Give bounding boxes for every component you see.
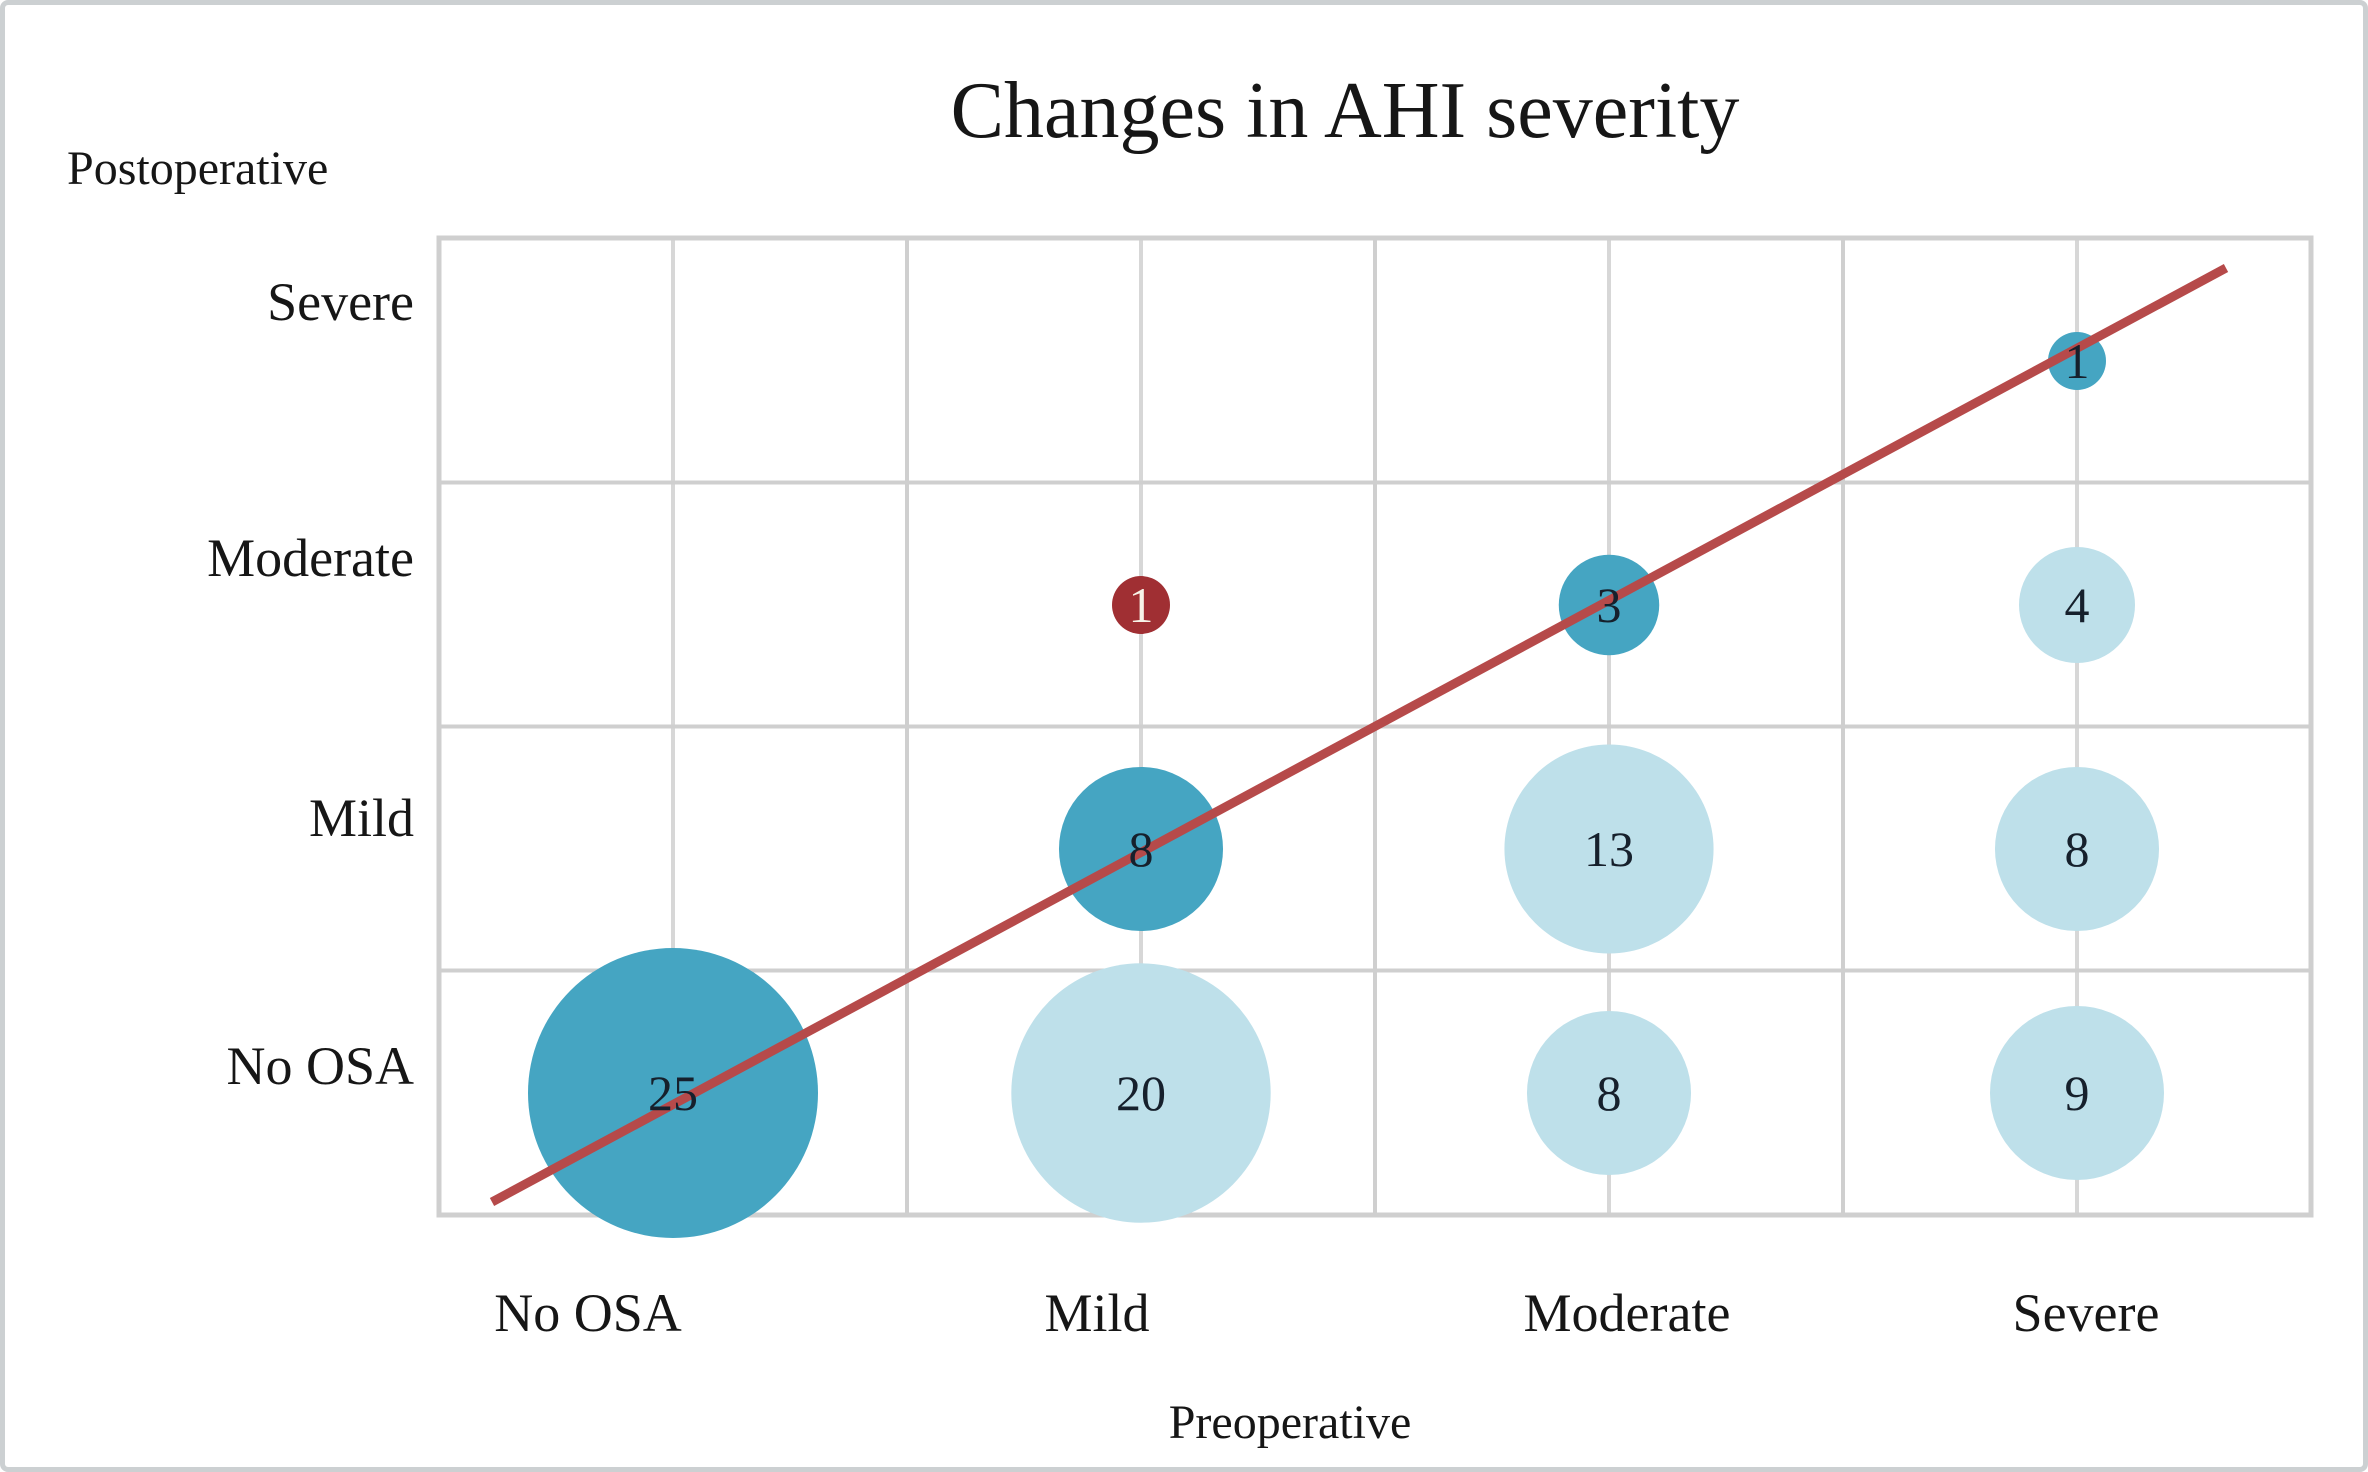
- bubble-value-label: 3: [1597, 577, 1622, 633]
- x-axis-title: Preoperative: [1168, 1396, 1412, 1449]
- y-tick-severe: Severe: [267, 272, 414, 332]
- bubble-mild-to-moderate: [1112, 576, 1170, 634]
- bubble-moderate-to-no-osa: [1526, 1010, 1692, 1176]
- bubble-value-label: 13: [1584, 821, 1634, 877]
- y-tick-no-osa: No OSA: [226, 1036, 414, 1096]
- bubble-value-label: 8: [2065, 821, 2090, 877]
- y-tick-mild: Mild: [309, 788, 414, 848]
- x-tick-severe: Severe: [2013, 1283, 2160, 1343]
- bubble-value-label: 25: [648, 1065, 698, 1121]
- bubble-value-label: 4: [2065, 577, 2090, 633]
- x-tick-mild: Mild: [1044, 1283, 1149, 1343]
- bubble-mild-to-no-osa: [1011, 963, 1271, 1223]
- y-tick-moderate: Moderate: [207, 528, 414, 588]
- x-tick-moderate: Moderate: [1524, 1283, 1731, 1343]
- bubble-severe-to-severe: [2048, 332, 2106, 390]
- bubble-value-label: 8: [1597, 1065, 1622, 1121]
- identity-line: [489, 264, 2229, 1206]
- bubble-severe-to-moderate: [2019, 547, 2135, 663]
- plot-border: [436, 235, 2314, 1218]
- bubble-value-label: 1: [2065, 333, 2090, 389]
- bubble-chart: 25 20 8 1 8 13 3 9 8 4 1 Severe Moderate Mild No OSA No…: [207, 235, 2314, 1343]
- bubble-moderate-to-mild: [1504, 744, 1714, 954]
- x-tick-no-osa: No OSA: [494, 1283, 682, 1343]
- bubble-severe-to-no-osa: [1990, 1006, 2164, 1180]
- y-axis-title: Postoperative: [67, 142, 329, 195]
- bubble-value-label: 8: [1129, 821, 1154, 877]
- bubble-severe-to-mild: [1994, 766, 2160, 932]
- bubble-value-label: 20: [1116, 1065, 1166, 1121]
- bubble-no-osa-to-no-osa: [528, 948, 818, 1238]
- bubble-value-label: 9: [2065, 1065, 2090, 1121]
- bubble-value-label: 1: [1129, 577, 1154, 633]
- chart-title: Changes in AHI severity: [950, 67, 1740, 155]
